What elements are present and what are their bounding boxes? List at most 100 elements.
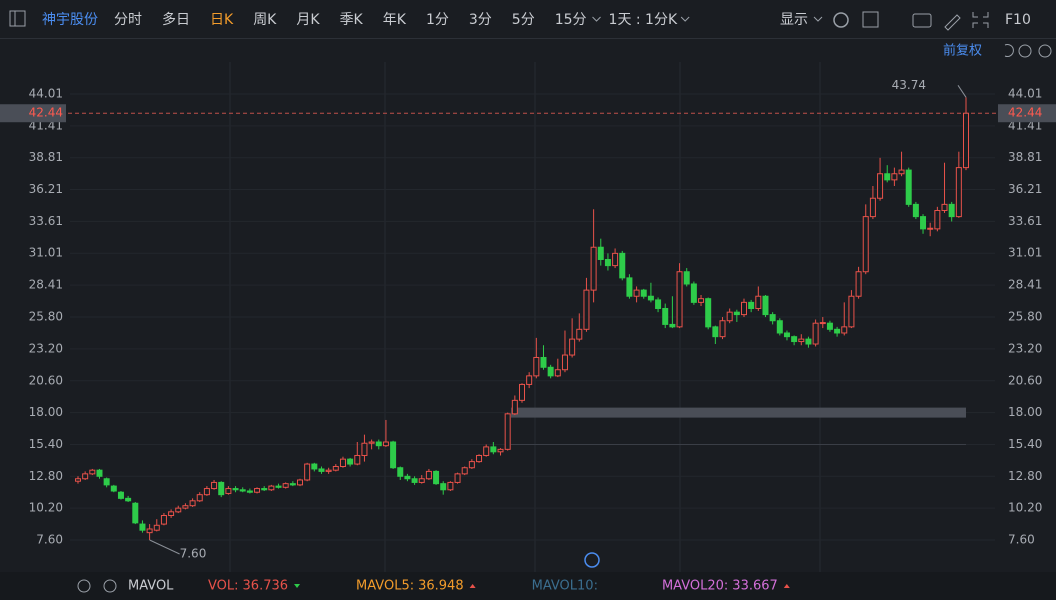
chevron (680, 16, 690, 22)
y-tick-label-right: 25.80 (1008, 310, 1042, 324)
candle-body (347, 458, 354, 465)
candle-body (662, 307, 669, 325)
adjust-mode[interactable]: 前复权 (943, 43, 982, 59)
candle-body (862, 216, 869, 273)
candle-body (898, 169, 905, 175)
pen-icon[interactable] (944, 14, 961, 31)
period-tab[interactable]: 年K (383, 12, 407, 28)
candle-body (748, 301, 755, 309)
candle-body (117, 491, 124, 499)
candle-body (755, 295, 762, 309)
candle-body (311, 463, 318, 470)
candle-body (103, 478, 110, 486)
candle-body (511, 399, 518, 415)
y-tick-label: 10.20 (29, 501, 63, 515)
candle-body (239, 489, 246, 492)
candle-body (583, 289, 590, 330)
indicator-settings[interactable] (77, 579, 91, 593)
indicator-label: MAVOL20: (662, 579, 728, 594)
candle-body (604, 258, 611, 267)
candle-body (841, 326, 848, 334)
zoom-out-icon[interactable] (1018, 44, 1032, 58)
candle-body (633, 289, 640, 297)
candle-body (733, 311, 740, 316)
candle-body (869, 197, 876, 218)
checkbox-icon[interactable] (862, 11, 879, 28)
candle-body (855, 271, 862, 297)
candle-body (189, 500, 196, 507)
stock-name[interactable]: 神宇股份 (42, 12, 98, 28)
candle-body (318, 468, 325, 472)
y-tick-label-right: 36.21 (1008, 182, 1042, 196)
candle-body (561, 354, 568, 371)
candle-body (884, 173, 891, 181)
candle-body (848, 295, 855, 328)
settings-icon[interactable] (833, 12, 849, 28)
y-tick-label: 38.81 (29, 150, 63, 164)
candle-body (762, 295, 769, 316)
locate-icon[interactable] (584, 552, 600, 568)
y-tick-label: 36.21 (29, 182, 63, 196)
y-tick-label: 23.20 (29, 341, 63, 355)
candle-body (776, 320, 783, 334)
candle-body (440, 483, 447, 491)
y-tick-label: 7.60 (36, 533, 63, 547)
candle-body (175, 507, 182, 513)
y-tick-label-right: 28.41 (1008, 278, 1042, 292)
period-tab[interactable]: 日K (210, 12, 234, 28)
f10[interactable]: F10 (1005, 12, 1031, 28)
candle-body (132, 502, 139, 524)
y-tick-label-right: 44.01 (1008, 87, 1042, 101)
candle-body (168, 511, 175, 517)
candle-body (834, 328, 841, 334)
display-menu[interactable]: 显示 (780, 12, 808, 28)
candle-body (297, 479, 303, 486)
y-tick-label: 15.40 (29, 437, 63, 451)
candle-body (719, 320, 726, 338)
candle-body (354, 454, 361, 465)
candle-body (397, 467, 404, 477)
candle-body (160, 515, 167, 525)
camera-icon[interactable] (912, 13, 932, 28)
last-price-label: 42.44 (29, 106, 63, 120)
period-tab[interactable]: 周K (253, 12, 277, 28)
sidebar-icon[interactable] (9, 10, 26, 27)
candle-body (404, 475, 411, 480)
candle-body (726, 311, 733, 322)
y-tick-label-right: 38.81 (1008, 150, 1042, 164)
candle-body (153, 524, 160, 531)
period-tab[interactable]: 多日 (162, 11, 190, 28)
candle-body (447, 481, 454, 491)
candle-body (805, 338, 812, 345)
zoom-in-icon[interactable] (1038, 44, 1052, 58)
candle-body (812, 322, 819, 345)
y-tick-label-right: 18.00 (1008, 405, 1042, 419)
period-tab[interactable]: 3分 (469, 12, 492, 28)
candle-body (626, 277, 633, 297)
y-tick-label-right: 10.20 (1008, 501, 1042, 515)
candle-body (275, 485, 282, 488)
period-tab[interactable]: 分时 (114, 12, 142, 28)
reset-icon[interactable] (1004, 44, 1014, 57)
period-tab[interactable]: 1分 (426, 12, 449, 28)
period-tab[interactable]: 15分 (555, 12, 587, 28)
candle-body (146, 528, 153, 534)
candle-body (254, 488, 261, 493)
indicator-bar (0, 572, 1056, 600)
fullscreen-icon[interactable] (972, 12, 989, 28)
period-tab[interactable]: 5分 (512, 12, 535, 28)
last-price-tag (998, 104, 1056, 123)
period-tab[interactable]: 季K (340, 12, 364, 28)
candle-body (110, 485, 117, 492)
candle-body (89, 469, 96, 475)
candle-body (912, 203, 919, 218)
period-tab[interactable]: 月K (296, 12, 320, 28)
candle-body (368, 441, 375, 444)
chevron (592, 16, 601, 22)
indicator-close[interactable] (103, 579, 117, 593)
candle-body (927, 227, 934, 230)
indicator-name[interactable]: MAVOL (128, 579, 174, 594)
annotation: 43.74 (892, 78, 926, 92)
period-tab[interactable]: 1天 : 1分K (609, 12, 678, 28)
